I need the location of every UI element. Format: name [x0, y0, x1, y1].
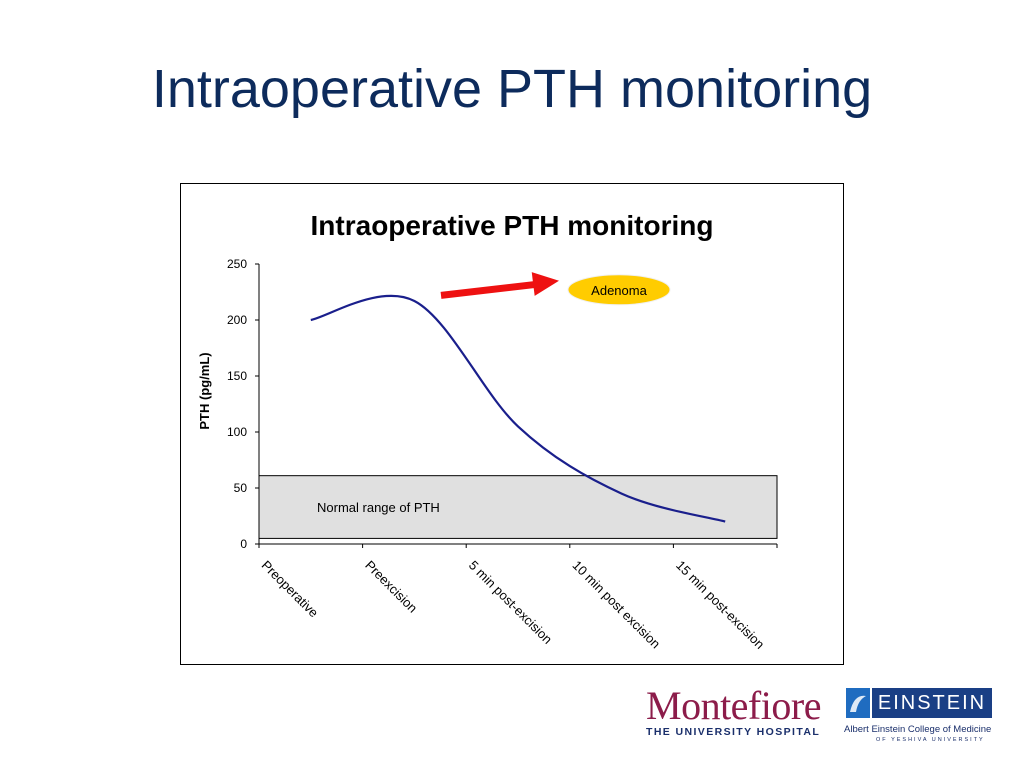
x-tick-label: 15 min post-excision: [673, 558, 767, 652]
adenoma-label: Adenoma: [591, 283, 647, 298]
y-tick-label: 50: [234, 481, 248, 495]
montefiore-logo: Montefiore: [646, 683, 821, 728]
einstein-subtitle: Albert Einstein College of Medicine: [844, 724, 992, 735]
montefiore-subtitle: THE UNIVERSITY HOSPITAL: [646, 726, 821, 738]
y-tick-label: 0: [240, 537, 247, 551]
y-tick-label: 200: [227, 313, 247, 327]
pth-series-line: [310, 294, 726, 523]
slide-title: Intraoperative PTH monitoring: [151, 59, 873, 119]
chart-title: Intraoperative PTH monitoring: [311, 210, 714, 241]
normal-range-label: Normal range of PTH: [317, 500, 440, 515]
einstein-subtitle-2: OF YESHIVA UNIVERSITY: [876, 737, 985, 743]
einstein-logo: EINSTEIN: [872, 688, 992, 718]
logos: Montefiore THE UNIVERSITY HOSPITAL EINST…: [640, 686, 1020, 766]
x-tick-label: 5 min post-excision: [466, 558, 555, 647]
y-tick-label: 100: [227, 425, 247, 439]
x-tick-label: 10 min post excision: [569, 558, 663, 652]
adenoma-badge: [567, 274, 671, 306]
y-axis-label: PTH (pg/mL): [197, 352, 212, 429]
x-tick-label: Preexcision: [362, 558, 420, 616]
y-tick-label: 150: [227, 369, 247, 383]
normal-range-band: [258, 475, 778, 539]
chart-frame: Intraoperative PTH monitoring PTH (pg/mL…: [180, 183, 844, 665]
adenoma-arrow-head: [531, 272, 559, 296]
einstein-emblem-icon: [846, 688, 870, 718]
x-tick-label: Preoperative: [259, 558, 322, 621]
y-tick-label: 250: [227, 257, 247, 271]
pth-line-chart: Intraoperative PTH monitoring PTH (pg/mL…: [197, 210, 778, 652]
adenoma-arrow-shaft: [440, 280, 542, 299]
